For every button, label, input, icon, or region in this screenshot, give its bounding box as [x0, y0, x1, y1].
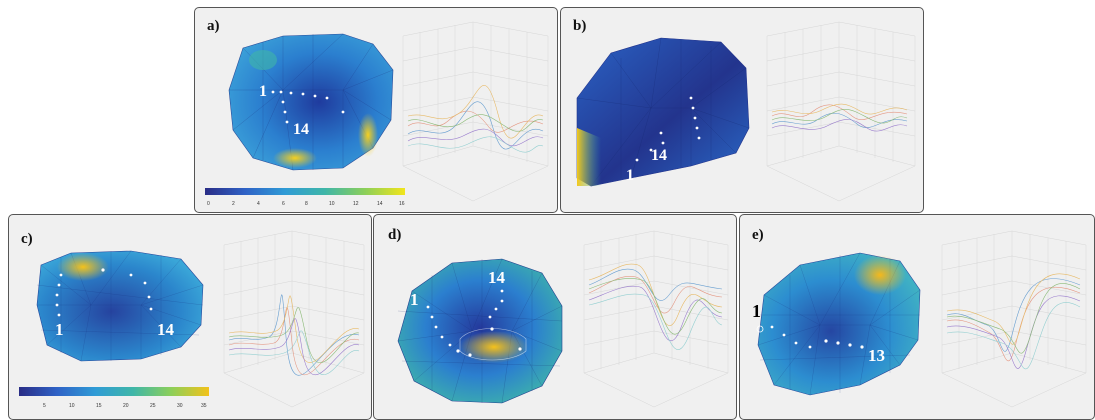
- signal-3d-plot-b: [766, 21, 916, 202]
- electrode-label-e-first: 1: [752, 301, 761, 321]
- panel-label-d: d): [388, 227, 402, 243]
- heart-surface-map-d: 1 14: [397, 258, 563, 404]
- signal-3d-plot-c: [223, 230, 365, 408]
- heart-surface-map-e: 1 13: [752, 252, 921, 396]
- colorbar-c-tick: 20: [123, 403, 129, 409]
- electrode-label-d-last: 14: [488, 268, 506, 287]
- colorbar-a-tick: 12: [353, 201, 359, 207]
- colorbar-c-tick: 35: [201, 403, 207, 409]
- panel-label-e: e): [752, 227, 764, 243]
- panel-a: a) 1 14 0 2 4 6 8 10 12 14 16: [194, 7, 558, 213]
- electrode-label-b-last: 14: [651, 147, 667, 164]
- colorbar-a-tick: 4: [257, 201, 260, 207]
- colorbar-c-tick: 25: [150, 403, 156, 409]
- electrode-label-a-first: 1: [259, 83, 267, 100]
- panel-d: d) 1 14: [373, 214, 737, 420]
- colorbar-c-tick: 10: [69, 403, 75, 409]
- signal-3d-plot-d: [583, 230, 729, 408]
- panel-b: b) 1 14: [560, 7, 924, 213]
- colorbar-a-tick: 2: [232, 201, 235, 207]
- signal-3d-plot-a: [402, 21, 549, 202]
- colorbar-a-tick: 14: [377, 201, 383, 207]
- electrode-label-e-last: 13: [868, 346, 885, 365]
- heart-surface-map-a: 1 14: [228, 33, 394, 171]
- colorbar-a-tick: 0: [207, 201, 210, 207]
- electrode-label-c-first: 1: [55, 320, 64, 339]
- colorbar-a-tick: 8: [305, 201, 308, 207]
- panel-label-a: a): [207, 18, 220, 34]
- electrode-label-b-first: 1: [626, 167, 634, 184]
- panel-c: c) 1 14 5 10 15 20 25 30 35: [8, 214, 372, 420]
- panel-label-b: b): [573, 18, 587, 34]
- electrode-label-d-first: 1: [410, 290, 419, 309]
- signal-3d-plot-e: [941, 230, 1087, 408]
- colorbar-c-tick: 5: [43, 403, 46, 409]
- heart-surface-map-b: 1 14: [576, 37, 750, 187]
- colorbar-a-tick: 6: [282, 201, 285, 207]
- colorbar-c-tick: 15: [96, 403, 102, 409]
- colorbar-c-tick: 30: [177, 403, 183, 409]
- colorbar-a-tick: 16: [399, 201, 405, 207]
- colorbar-a: 0 2 4 6 8 10 12 14 16: [205, 188, 405, 208]
- electrode-label-a-last: 14: [293, 121, 309, 138]
- colorbar-a-tick: 10: [329, 201, 335, 207]
- colorbar-c: 5 10 15 20 25 30 35: [19, 387, 209, 409]
- electrode-label-c-last: 14: [157, 320, 175, 339]
- heart-surface-map-c: 1 14: [36, 250, 204, 362]
- panel-label-c: c): [21, 231, 33, 247]
- panel-e: e) 1 13: [739, 214, 1095, 420]
